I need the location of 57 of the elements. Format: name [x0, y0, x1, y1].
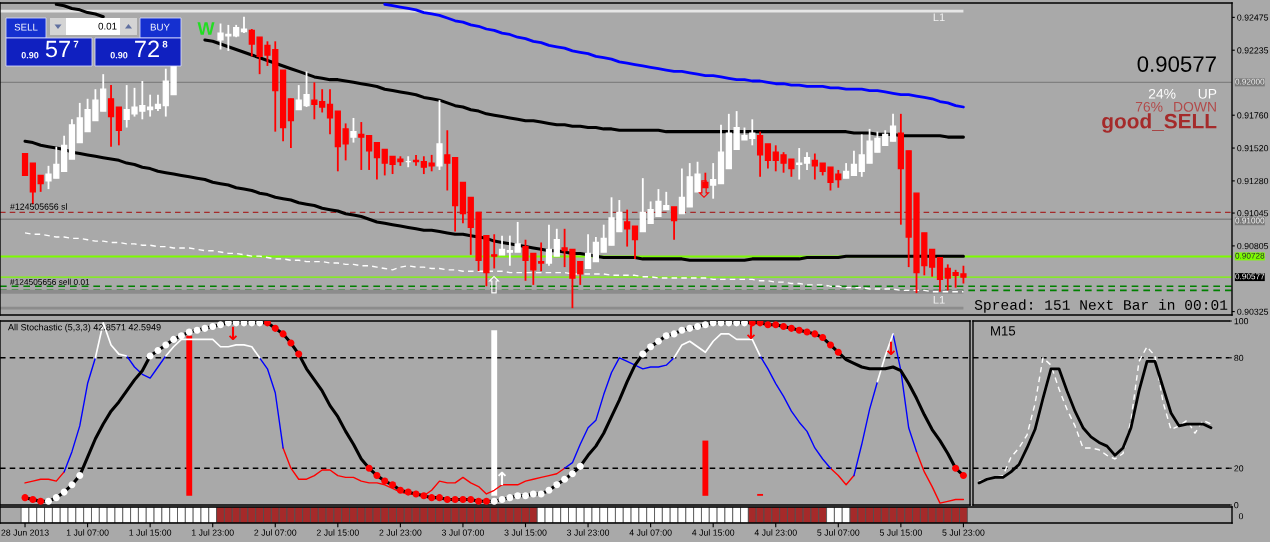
x-tick-label: 4 Jul 07:00	[629, 529, 672, 536]
y-tick-label: 0.92475	[1237, 14, 1269, 21]
ref-line-label: #124505656 sl	[10, 203, 67, 210]
x-tick-label: 3 Jul 15:00	[504, 529, 547, 536]
text: 76%	[1135, 101, 1163, 112]
x-tick-label: 4 Jul 23:00	[754, 529, 797, 536]
x-tick-label: 2 Jul 23:00	[379, 529, 422, 536]
text: 0.90577	[1137, 56, 1216, 72]
annotation: 0.90	[110, 52, 128, 59]
text: DOWN	[1174, 101, 1216, 112]
annotation: ↓	[746, 325, 756, 340]
x-tick-label: 5 Jul 15:00	[879, 529, 922, 536]
chart-title: All Stochastic (5,3,3) 42.8571 42.5949	[8, 323, 161, 333]
y-tick-label: 20	[1234, 465, 1244, 472]
annotation: 0.01	[98, 22, 117, 30]
annotation: SELL	[14, 23, 38, 31]
y-tick-label: 0.91760	[1237, 112, 1269, 119]
text: good_SELL	[1102, 113, 1217, 133]
y-tick-label: 0.91520	[1237, 145, 1269, 152]
x-tick-label: 2 Jul 15:00	[316, 529, 359, 536]
ref-line-label: 0.90577	[1235, 273, 1265, 280]
annotation: 8	[162, 40, 168, 48]
text: Spread: 151 Next Bar in 00:01	[974, 299, 1228, 313]
chart-title: M15	[991, 326, 1016, 336]
x-tick-label: 3 Jul 07:00	[441, 529, 485, 536]
x-tick-label: 5 Jul 23:00	[942, 529, 985, 536]
annotation: ↑	[497, 471, 507, 485]
y-tick-label: 0.92235	[1237, 47, 1269, 54]
annotation: 72	[135, 40, 159, 58]
ref-line-label: 0.91000	[1235, 217, 1265, 224]
x-tick-label: 3 Jul 23:00	[566, 529, 610, 536]
annotation: BUY	[150, 23, 170, 31]
x-tick-label: 2 Jul 07:00	[254, 529, 297, 536]
ref-line-label: 0.92000	[1235, 78, 1265, 85]
ref-line-label: 0.90728	[1235, 252, 1265, 259]
annotation: ↓	[228, 326, 238, 341]
annotation: W	[197, 22, 215, 35]
y-tick-label: 80	[1234, 354, 1244, 362]
y-tick-label: 0.91280	[1237, 177, 1269, 185]
x-tick-label: 1 Jul 07:00	[66, 529, 109, 536]
x-tick-label: 5 Jul 07:00	[817, 529, 860, 536]
y-tick-label: 100	[1234, 318, 1249, 325]
ref-line-label: L1	[933, 295, 945, 304]
x-tick-label: 1 Jul 15:00	[129, 529, 172, 536]
ref-line-label: L1	[933, 13, 945, 22]
x-tick-label: 28 Jun 2013	[1, 529, 49, 536]
ref-line-label: #124505656 sell 0.01	[10, 278, 90, 285]
x-tick-label: 4 Jul 15:00	[691, 529, 735, 536]
y-tick-label: 0.90805	[1237, 242, 1269, 250]
text: UP	[1198, 89, 1217, 99]
y-tick-label: 0.91045	[1237, 210, 1269, 217]
annotation: ↓	[886, 341, 896, 356]
text: 24%	[1148, 88, 1176, 99]
annotation: ⇧	[488, 275, 500, 294]
x-tick-label: 1 Jul 23:00	[191, 529, 234, 536]
y-tick-label: 0.90325	[1237, 308, 1269, 315]
y-tick-label: 0	[1234, 502, 1239, 509]
